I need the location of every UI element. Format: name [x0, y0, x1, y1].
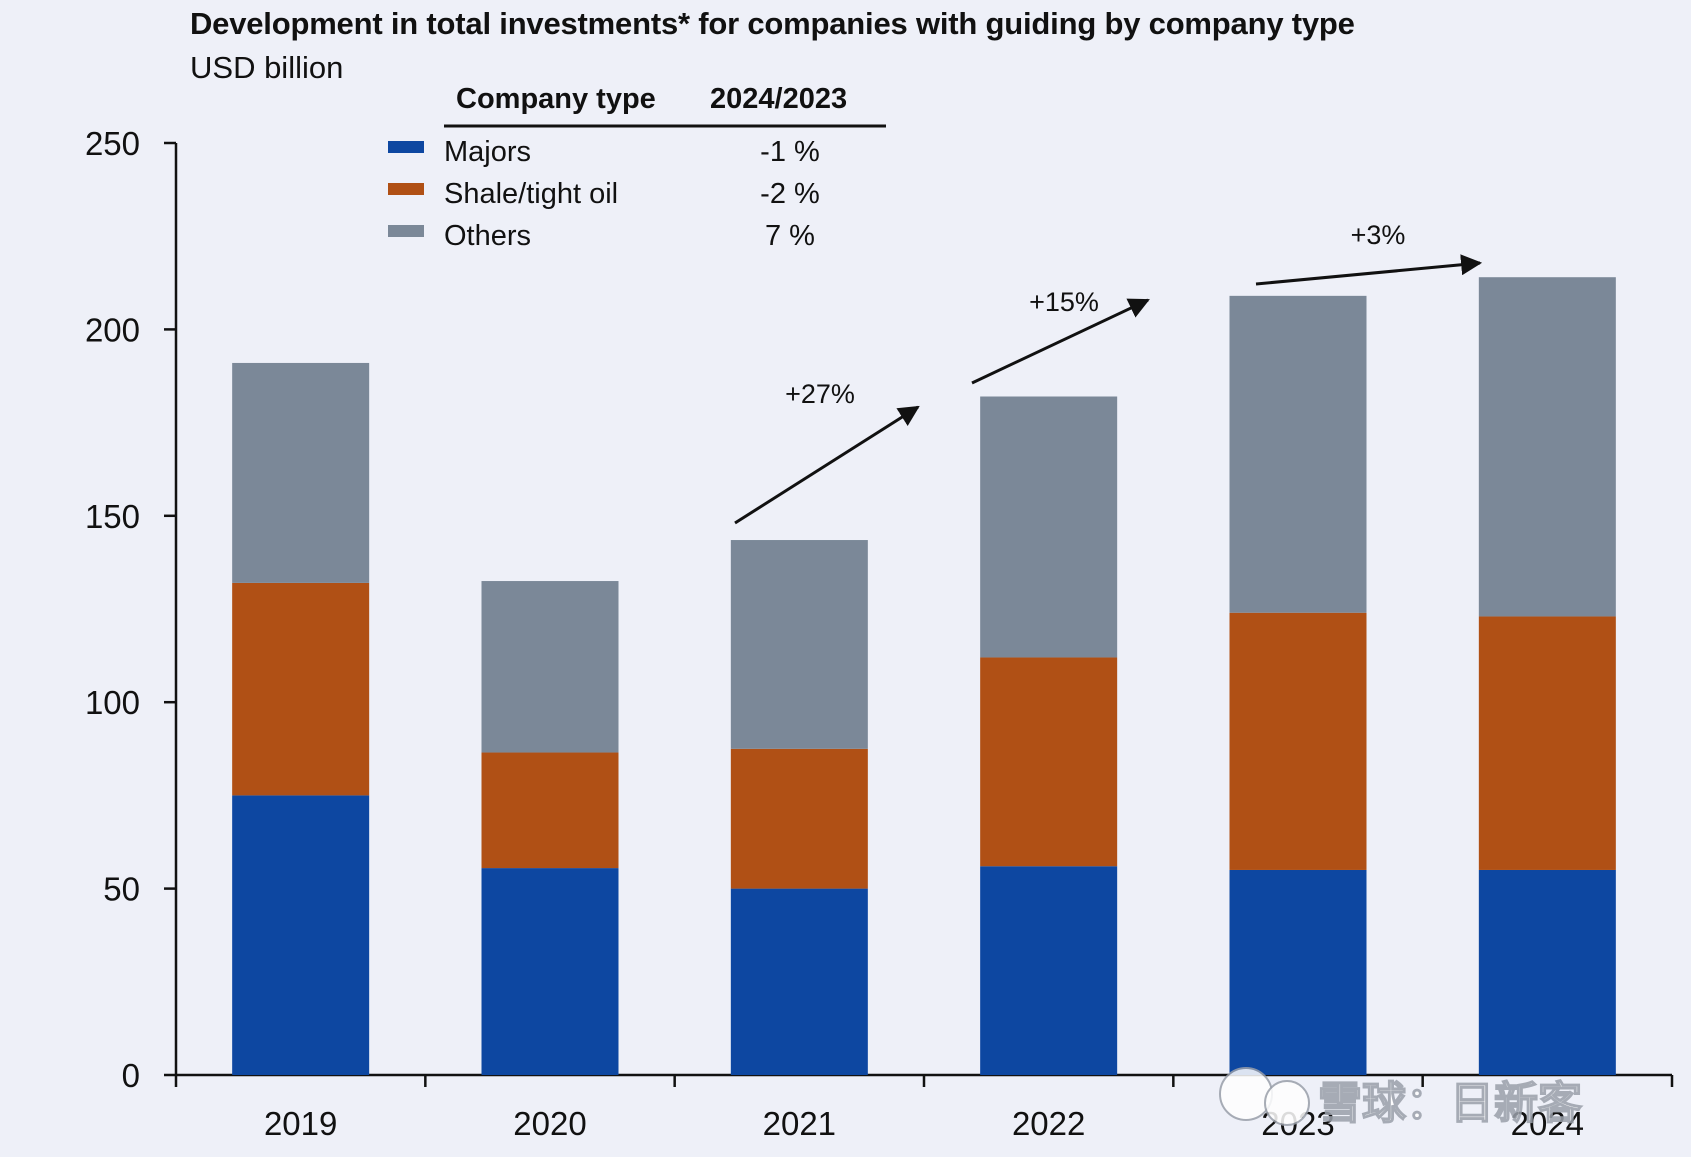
growth-arrow: [734, 405, 920, 525]
bar-segment-shale-tight-oil-2019: [232, 582, 370, 796]
watermark: 雪球：日新客: [1219, 1067, 1583, 1129]
watermark-text: 雪球：日新客: [1318, 1079, 1582, 1128]
legend: Company type 2024/2023 Majors -1 % Shale/t…: [388, 83, 886, 252]
legend-change-others: 7 %: [765, 220, 815, 252]
bar-segment-others-2023: [1229, 295, 1367, 613]
x-tick-label: 2020: [513, 1105, 586, 1142]
legend-label-others: Others: [444, 220, 531, 252]
bar-segment-shale-tight-oil-2021: [730, 748, 868, 889]
growth-label: +15%: [1029, 287, 1099, 317]
bar-segment-majors-2020: [481, 868, 619, 1075]
bar-segment-majors-2024: [1478, 869, 1616, 1075]
legend-swatch-majors: [388, 141, 424, 153]
x-tick-label: 2022: [1012, 1105, 1085, 1142]
y-tick-label: 200: [85, 311, 140, 348]
chart-subtitle: USD billion: [190, 50, 344, 85]
bar-segment-others-2019: [232, 362, 370, 583]
legend-swatch-others: [388, 225, 424, 237]
bar-segment-shale-tight-oil-2020: [481, 752, 619, 869]
y-tick-label: 150: [85, 498, 140, 535]
legend-change-majors: -1 %: [760, 136, 820, 168]
growth-arrow: [1255, 254, 1483, 286]
watermark-logo-icon: [1219, 1067, 1273, 1121]
watermark-logo-icon-secondary: [1264, 1080, 1310, 1126]
legend-swatch-shale-tight-oil: [388, 183, 424, 195]
growth-label: +27%: [785, 379, 855, 409]
bar-segment-shale-tight-oil-2024: [1478, 616, 1616, 870]
chart-title: Development in total investments* for co…: [190, 6, 1355, 41]
growth-arrow: [971, 298, 1150, 385]
growth-label: +3%: [1351, 220, 1406, 250]
bar-segment-shale-tight-oil-2022: [980, 657, 1118, 867]
bar-segment-others-2021: [730, 540, 868, 749]
x-tick-label: 2019: [264, 1105, 337, 1142]
bars: [232, 277, 1616, 1075]
growth-annotations: +27% +15% +3%: [734, 220, 1483, 525]
x-tick-label: 2024: [1511, 1105, 1584, 1142]
y-tick-label: 100: [85, 684, 140, 721]
y-tick-label: 250: [85, 125, 140, 162]
bar-segment-shale-tight-oil-2023: [1229, 612, 1367, 870]
bar-segment-others-2020: [481, 581, 619, 753]
legend-header-change: 2024/2023: [710, 83, 847, 115]
bar-segment-others-2022: [980, 396, 1118, 658]
bar-segment-majors-2021: [730, 888, 868, 1075]
y-tick-label: 50: [103, 871, 140, 908]
legend-header-company-type: Company type: [456, 83, 656, 115]
legend-change-shale-tight-oil: -2 %: [760, 178, 820, 210]
legend-label-shale-tight-oil: Shale/tight oil: [444, 178, 618, 210]
bar-segment-others-2024: [1478, 277, 1616, 617]
bar-segment-majors-2022: [980, 866, 1118, 1075]
x-tick-label: 2021: [763, 1105, 836, 1142]
y-tick-label: 0: [122, 1057, 140, 1094]
legend-label-majors: Majors: [444, 136, 531, 168]
bar-segment-majors-2023: [1229, 869, 1367, 1075]
bar-segment-majors-2019: [232, 795, 370, 1075]
